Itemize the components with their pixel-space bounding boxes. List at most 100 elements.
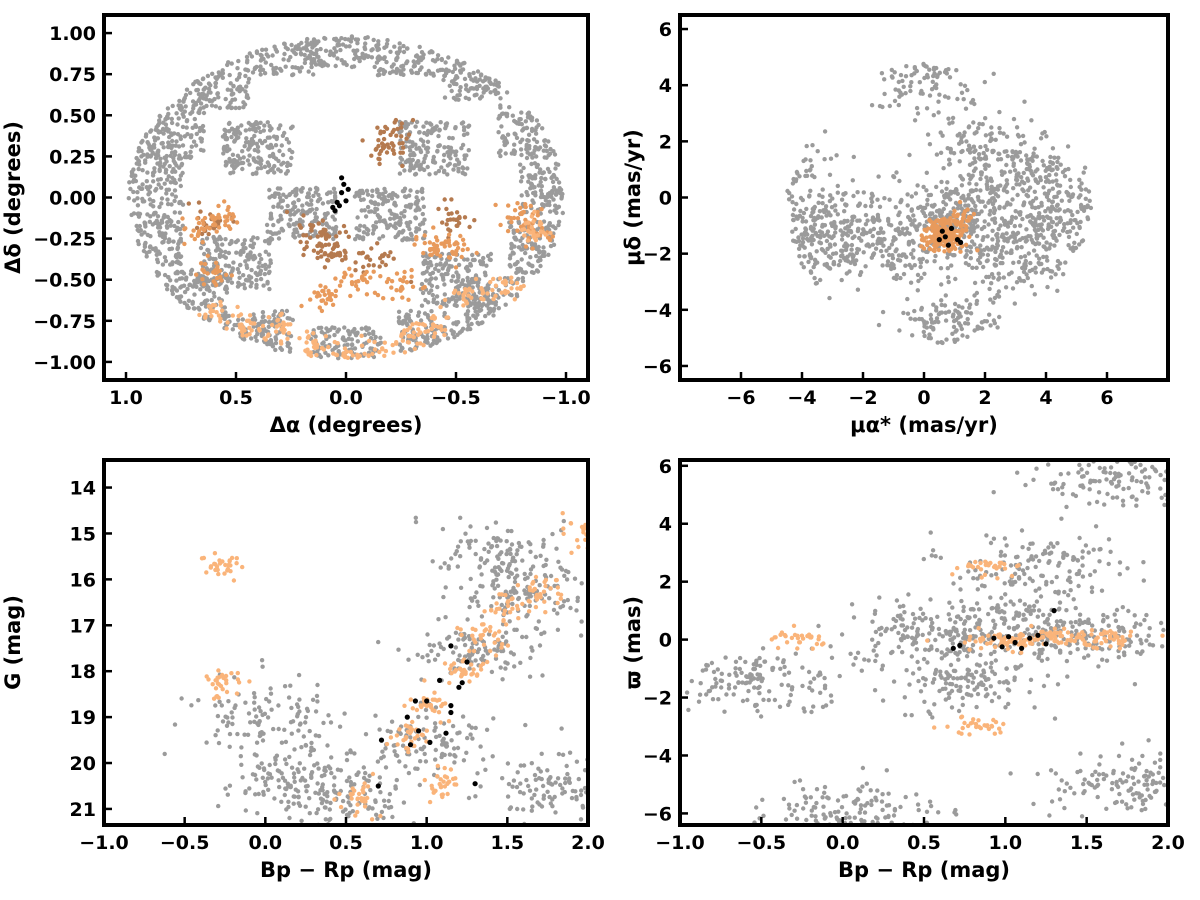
data-point: [242, 337, 247, 342]
data-point: [831, 261, 836, 267]
data-point: [800, 243, 805, 249]
data-point: [151, 204, 156, 209]
data-point: [333, 49, 339, 54]
data-point: [529, 161, 534, 167]
data-point: [211, 234, 216, 240]
data-point: [493, 78, 498, 83]
data-point: [509, 286, 514, 291]
data-point: [428, 272, 433, 277]
data-point: [151, 198, 156, 204]
data-point: [512, 118, 517, 124]
data-point: [391, 256, 396, 261]
data-point: [194, 272, 199, 277]
data-point: [1081, 170, 1086, 175]
data-point: [972, 280, 978, 286]
data-point: [877, 204, 883, 209]
data-point: [220, 242, 225, 247]
data-point: [998, 183, 1003, 188]
data-point: [394, 340, 399, 345]
data-point: [929, 203, 935, 208]
data-point: [380, 260, 385, 265]
data-point: [460, 247, 465, 253]
data-point: [147, 219, 152, 224]
data-point: [1012, 301, 1017, 306]
data-point: [554, 176, 559, 182]
data-point: [1030, 267, 1035, 272]
data-point: [968, 188, 974, 193]
data-point: [148, 244, 153, 249]
data-point: [456, 97, 461, 102]
data-point: [179, 276, 185, 281]
data-point: [455, 245, 461, 251]
data-point: [151, 212, 156, 217]
data-point: [978, 248, 984, 253]
data-point: [817, 193, 822, 198]
data-point: [186, 298, 192, 303]
data-point: [364, 292, 370, 297]
data-point: [1067, 229, 1073, 234]
data-point: [997, 206, 1002, 211]
data-point: [333, 288, 339, 294]
data-point: [145, 232, 150, 238]
data-point: [373, 334, 378, 340]
data-point: [243, 73, 248, 79]
data-point: [509, 219, 514, 225]
data-point: [1027, 185, 1033, 190]
sky-points: [126, 34, 565, 361]
data-point: [909, 80, 914, 85]
data-point: [339, 175, 345, 181]
data-point: [901, 84, 906, 90]
data-point: [933, 319, 938, 325]
data-point: [1056, 155, 1061, 160]
data-point: [239, 123, 244, 128]
data-point: [189, 233, 194, 238]
data-point: [1004, 202, 1009, 207]
data-point: [947, 157, 952, 162]
data-point: [491, 82, 497, 87]
data-point: [201, 282, 207, 287]
data-point: [266, 332, 271, 337]
data-point: [477, 302, 482, 307]
data-point: [465, 327, 470, 332]
data-point: [998, 223, 1003, 228]
data-point: [871, 226, 877, 232]
data-point: [938, 150, 944, 155]
data-point: [152, 169, 157, 174]
data-point: [431, 73, 436, 78]
data-point: [206, 86, 212, 92]
data-point: [238, 262, 243, 268]
data-point: [447, 161, 452, 166]
data-point: [825, 246, 830, 252]
data-point: [1033, 205, 1038, 211]
data-point: [950, 120, 955, 125]
data-point: [1023, 153, 1029, 158]
data-point: [996, 289, 1002, 294]
data-point: [1017, 212, 1023, 217]
data-point: [222, 199, 227, 204]
data-point: [213, 80, 219, 86]
data-point: [839, 248, 844, 253]
data-point: [474, 250, 479, 256]
data-point: [408, 160, 413, 165]
data-point: [436, 133, 441, 139]
data-point: [974, 233, 980, 239]
data-point: [258, 156, 263, 161]
data-point: [464, 153, 469, 158]
data-point: [462, 215, 468, 220]
data-point: [968, 176, 973, 182]
data-point: [791, 238, 796, 243]
data-point: [450, 251, 456, 256]
data-point: [932, 259, 937, 264]
data-point: [416, 60, 421, 65]
data-point: [398, 217, 403, 223]
data-point: [442, 145, 447, 150]
data-point: [1033, 178, 1039, 184]
data-point: [280, 133, 286, 138]
data-point: [982, 224, 987, 230]
data-point: [1021, 269, 1027, 275]
data-point: [959, 195, 964, 200]
data-point: [458, 70, 463, 75]
data-point: [195, 216, 200, 221]
data-point: [215, 275, 220, 281]
data-point: [450, 136, 455, 141]
